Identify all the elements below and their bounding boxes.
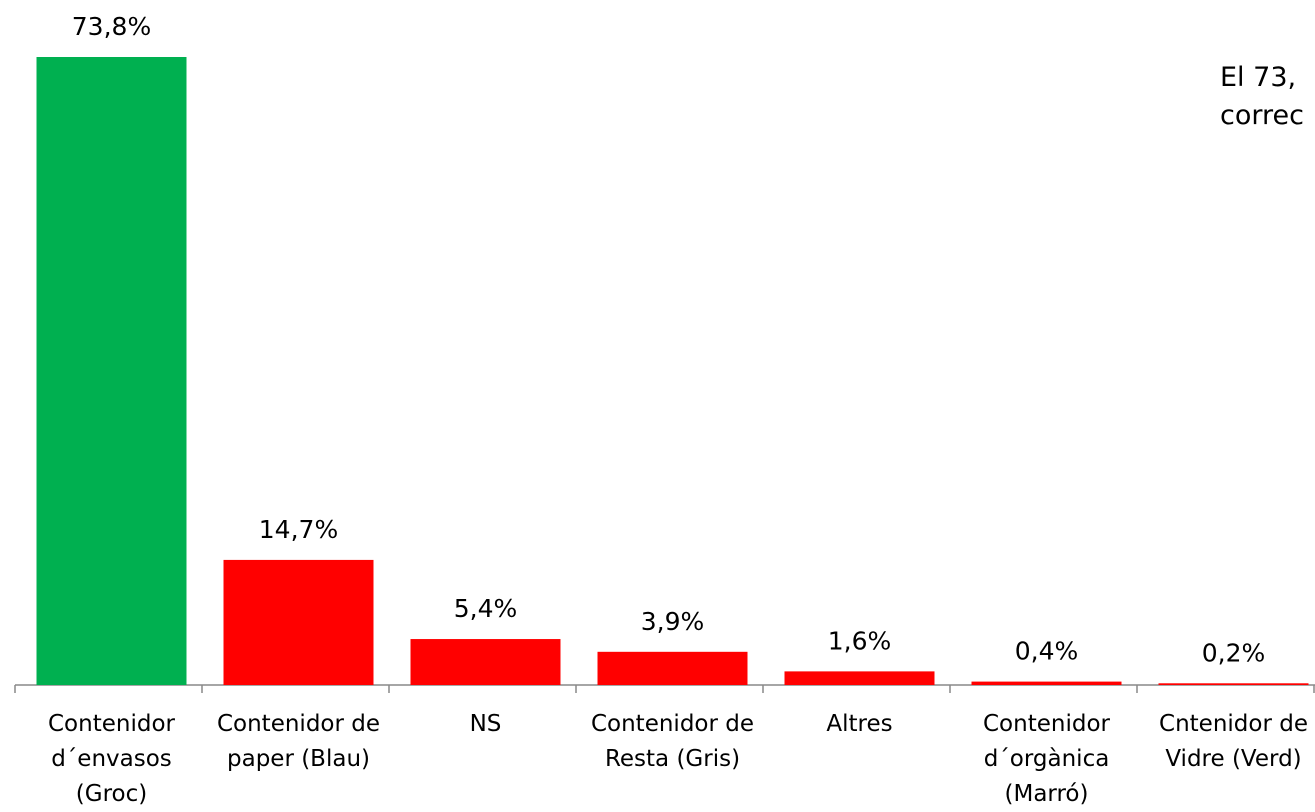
data-label: 14,7% (259, 515, 338, 544)
x-tick-label: Contenidor de paper (Blau) (216, 711, 381, 772)
x-tick-label: Contenidor d´envasos (Groc) (48, 711, 175, 807)
bar (597, 651, 748, 685)
data-label: 3,9% (641, 607, 705, 636)
x-tick-label: Contenidor de Resta (Gris) (590, 711, 755, 772)
data-label: 0,2% (1202, 638, 1266, 667)
bar (971, 681, 1122, 685)
x-tick-label: Cntenidor de Vidre (Verd) (1159, 711, 1308, 772)
bar (410, 639, 561, 685)
bar (1158, 683, 1309, 685)
bar (784, 671, 935, 685)
bar (223, 559, 374, 685)
data-label: 1,6% (828, 626, 892, 655)
bar (36, 57, 187, 685)
data-label: 73,8% (72, 12, 151, 41)
data-label: 0,4% (1015, 637, 1079, 666)
annotation: El 73, (1220, 62, 1297, 93)
x-tick-label: Altres (826, 711, 893, 737)
annotation: correc (1220, 100, 1304, 131)
x-tick-label: Contenidor d´orgànica (Marró) (983, 711, 1110, 807)
x-tick-label: NS (469, 711, 502, 737)
data-label: 5,4% (454, 594, 518, 623)
